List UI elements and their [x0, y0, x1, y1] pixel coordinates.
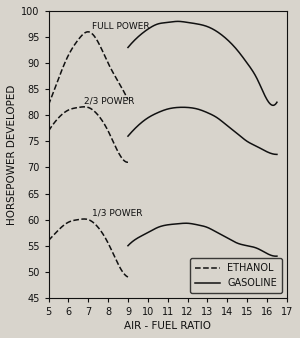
Text: FULL POWER: FULL POWER	[92, 22, 150, 31]
Text: 1/3 POWER: 1/3 POWER	[92, 209, 143, 217]
Text: 2/3 POWER: 2/3 POWER	[84, 96, 135, 105]
X-axis label: AIR - FUEL RATIO: AIR - FUEL RATIO	[124, 321, 211, 331]
Legend: ETHANOL, GASOLINE: ETHANOL, GASOLINE	[190, 259, 282, 293]
Y-axis label: HORSEPOWER DEVELOPED: HORSEPOWER DEVELOPED	[7, 84, 17, 224]
